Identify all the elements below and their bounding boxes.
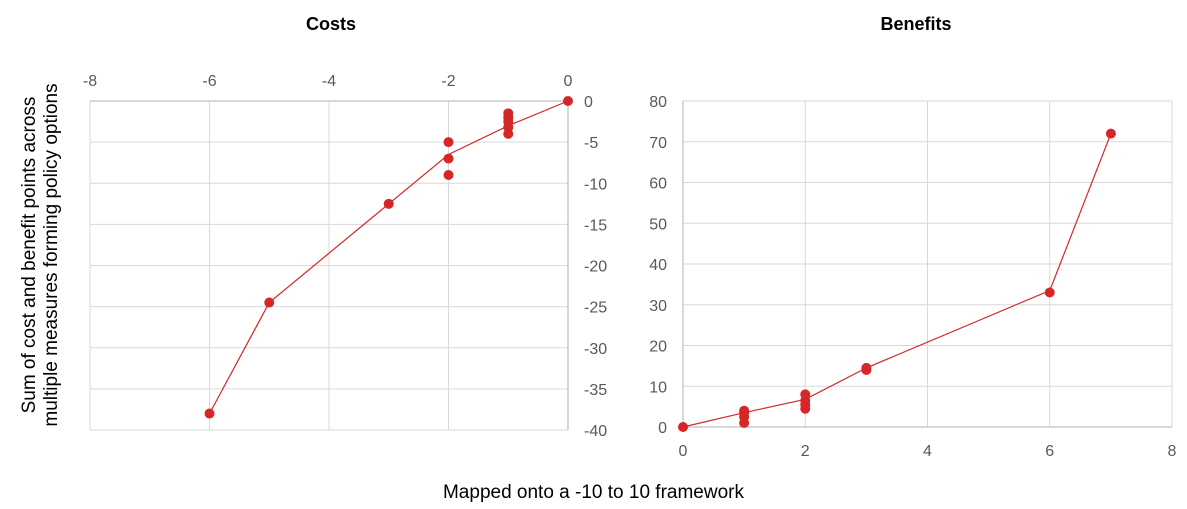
benefits-data-point <box>800 389 811 400</box>
benefits-x-tick-label: 4 <box>923 443 932 460</box>
costs-series-line <box>208 100 569 414</box>
costs-data-point <box>443 170 454 181</box>
costs-y-tick-label: -25 <box>584 300 607 317</box>
benefits-y-tick-label: 60 <box>649 176 667 193</box>
costs-data-point <box>383 198 394 209</box>
benefits-y-tick-label: 50 <box>649 216 667 233</box>
costs-y-tick-label: -30 <box>584 341 607 358</box>
costs-x-tick-label: -6 <box>202 73 216 90</box>
costs-data-point <box>443 137 454 148</box>
benefits-data-point <box>1044 287 1055 298</box>
benefits-series-line <box>682 133 1112 428</box>
benefits-data-point <box>739 405 750 416</box>
benefits-y-tick-label: 80 <box>649 94 667 111</box>
costs-chart-title: Costs <box>306 14 356 34</box>
costs-x-tick-label: -8 <box>83 73 97 90</box>
benefits-y-tick-label: 20 <box>649 339 667 356</box>
benefits-x-tick-label: 2 <box>801 443 810 460</box>
costs-x-tick-label: -4 <box>322 73 336 90</box>
costs-y-tick-label: -40 <box>584 423 607 440</box>
costs-y-tick-label: -5 <box>584 135 598 152</box>
benefits-x-tick-label: 6 <box>1045 443 1054 460</box>
benefits-x-tick-label: 8 <box>1168 443 1177 460</box>
benefits-data-point <box>678 422 688 432</box>
benefits-y-tick-label: 10 <box>649 379 667 396</box>
costs-data-point <box>503 128 514 139</box>
costs-x-tick-label: 0 <box>564 73 573 90</box>
benefits-y-tick-label: 30 <box>649 298 667 315</box>
costs-y-tick-label: -20 <box>584 259 607 276</box>
costs-y-tick-label: 0 <box>584 94 593 111</box>
costs-data-point <box>264 297 275 308</box>
costs-data-point <box>204 408 215 419</box>
costs-data-point <box>563 96 573 106</box>
benefits-data-point <box>1105 128 1116 139</box>
costs-x-tick-label: -2 <box>441 73 455 90</box>
benefits-data-point <box>861 362 872 373</box>
benefits-y-tick-label: 70 <box>649 135 667 152</box>
benefits-x-tick-label: 0 <box>679 443 688 460</box>
benefits-y-tick-label: 40 <box>649 257 667 274</box>
costs-data-point <box>443 153 454 164</box>
costs-y-tick-label: -35 <box>584 382 607 399</box>
x-axis-title: Mapped onto a -10 to 10 framework <box>442 482 744 503</box>
benefits-y-tick-label: 0 <box>658 420 667 437</box>
benefits-chart-title: Benefits <box>880 14 951 34</box>
costs-y-tick-label: -15 <box>584 217 607 234</box>
costs-y-tick-label: -10 <box>584 176 607 193</box>
